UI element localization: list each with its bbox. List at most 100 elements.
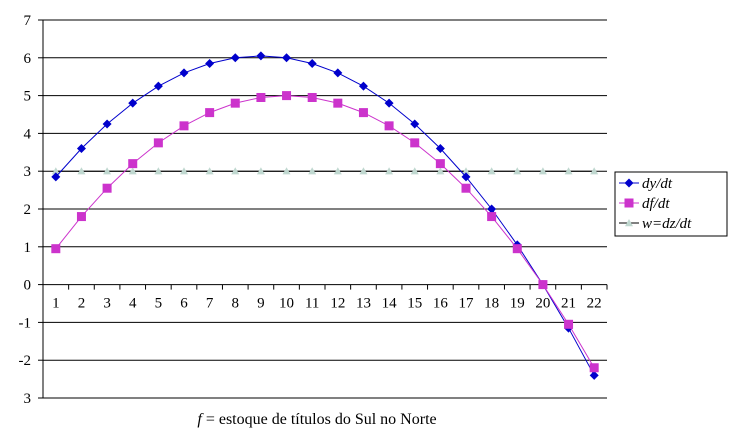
data-point: [103, 167, 112, 175]
x-tick-label: 16: [433, 296, 449, 312]
y-tick-label: 3: [24, 164, 32, 180]
series-line: [55, 55, 595, 376]
x-tick-label: 20: [535, 296, 550, 312]
y-tick-label: 2: [24, 202, 32, 218]
x-tick-label: 5: [155, 296, 163, 312]
data-point: [487, 204, 497, 214]
data-point: [205, 58, 215, 68]
series-line: [55, 95, 595, 369]
x-tick-label: 9: [257, 296, 265, 312]
series-dfdt: [51, 91, 599, 373]
data-point: [564, 319, 574, 329]
x-tick-label: 2: [78, 296, 86, 312]
data-point: [538, 280, 548, 290]
y-tick-label: 7: [24, 13, 32, 29]
x-tick-label: 6: [180, 296, 188, 312]
data-point: [128, 159, 138, 169]
data-point: [461, 183, 471, 193]
data-point: [51, 244, 61, 254]
x-tick-label: 1: [52, 296, 60, 312]
data-point: [308, 167, 317, 175]
data-point: [282, 91, 292, 101]
data-point: [487, 167, 496, 175]
legend-marker: [624, 178, 634, 188]
data-point: [384, 121, 394, 131]
data-point: [487, 212, 497, 222]
x-axis-ticks: 1 2 3 4 5 6 7 8 9 10 11 12 13 14 15 16 17 18 19 20 21 22: [42, 284, 608, 312]
data-point: [153, 138, 163, 148]
y-tick-label: 4: [24, 126, 32, 142]
data-point: [179, 121, 189, 131]
y-tick-label: 0: [24, 278, 32, 294]
data-point: [410, 138, 420, 148]
legend-item: w=dz/dt: [619, 216, 692, 232]
y-tick-label: 5: [24, 89, 32, 105]
x-tick-label: 8: [232, 296, 240, 312]
data-point: [231, 167, 240, 175]
x-tick-label: 4: [129, 296, 137, 312]
data-point: [538, 167, 547, 175]
data-point: [307, 58, 317, 68]
data-point: [282, 167, 291, 175]
data-point: [590, 167, 599, 175]
data-point: [51, 167, 60, 175]
x-tick-label: 14: [382, 296, 398, 312]
data-point: [385, 167, 394, 175]
data-point: [513, 167, 522, 175]
legend-item: df/dt: [619, 196, 670, 212]
data-point: [128, 98, 138, 108]
x-tick-label: 11: [305, 296, 319, 312]
data-point: [205, 108, 215, 118]
data-point: [256, 51, 266, 61]
data-point: [564, 167, 573, 175]
x-tick-label: 10: [279, 296, 294, 312]
data-point: [589, 370, 599, 380]
legend-marker: [624, 198, 634, 208]
data-point: [358, 108, 368, 118]
y-tick-label: 3: [24, 391, 32, 407]
data-point: [230, 98, 240, 108]
data-point: [359, 167, 368, 175]
legend-label: df/dt: [642, 196, 670, 212]
x-tick-label: 17: [459, 296, 475, 312]
data-point: [333, 98, 343, 108]
x-tick-label: 18: [484, 296, 499, 312]
data-point: [180, 167, 188, 175]
legend-item: dy/dt: [619, 176, 673, 192]
y-tick-label: 6: [24, 51, 32, 67]
y-tick-label: -1: [19, 315, 32, 331]
data-point: [128, 167, 137, 175]
legend-label: w=dz/dt: [642, 216, 692, 232]
data-point: [436, 167, 445, 175]
x-axis-title-text: = estoque de títulos do Sul no Norte: [202, 411, 437, 428]
x-tick-label: 13: [356, 296, 371, 312]
x-axis-title: f = estoque de títulos do Sul no Norte: [197, 411, 436, 428]
data-point: [154, 167, 163, 175]
data-point: [76, 144, 86, 154]
data-point: [333, 68, 343, 78]
data-point: [410, 167, 419, 175]
y-axis-ticks: 7 6 5 4 3 2 1 0 -1 -2 3: [19, 13, 44, 407]
data-point: [384, 98, 394, 108]
data-point: [179, 68, 189, 78]
data-point: [410, 119, 420, 129]
data-point: [102, 183, 112, 193]
legend-label: dy/dt: [642, 176, 673, 192]
y-tick-label: -2: [19, 353, 32, 369]
series-wdzdt: [51, 167, 599, 175]
data-point: [51, 172, 61, 182]
data-point: [462, 167, 470, 175]
data-point: [230, 53, 240, 63]
x-tick-label: 21: [561, 296, 576, 312]
x-tick-label: 19: [510, 296, 525, 312]
data-point: [153, 81, 163, 91]
x-tick-label: 12: [330, 296, 345, 312]
gridlines: [43, 19, 607, 399]
data-point: [256, 167, 265, 175]
legend: dy/dt df/dt w=dz/dt: [614, 171, 728, 237]
data-point: [256, 92, 266, 102]
x-tick-label: 22: [587, 296, 602, 312]
data-point: [461, 172, 471, 182]
data-point: [333, 167, 342, 175]
